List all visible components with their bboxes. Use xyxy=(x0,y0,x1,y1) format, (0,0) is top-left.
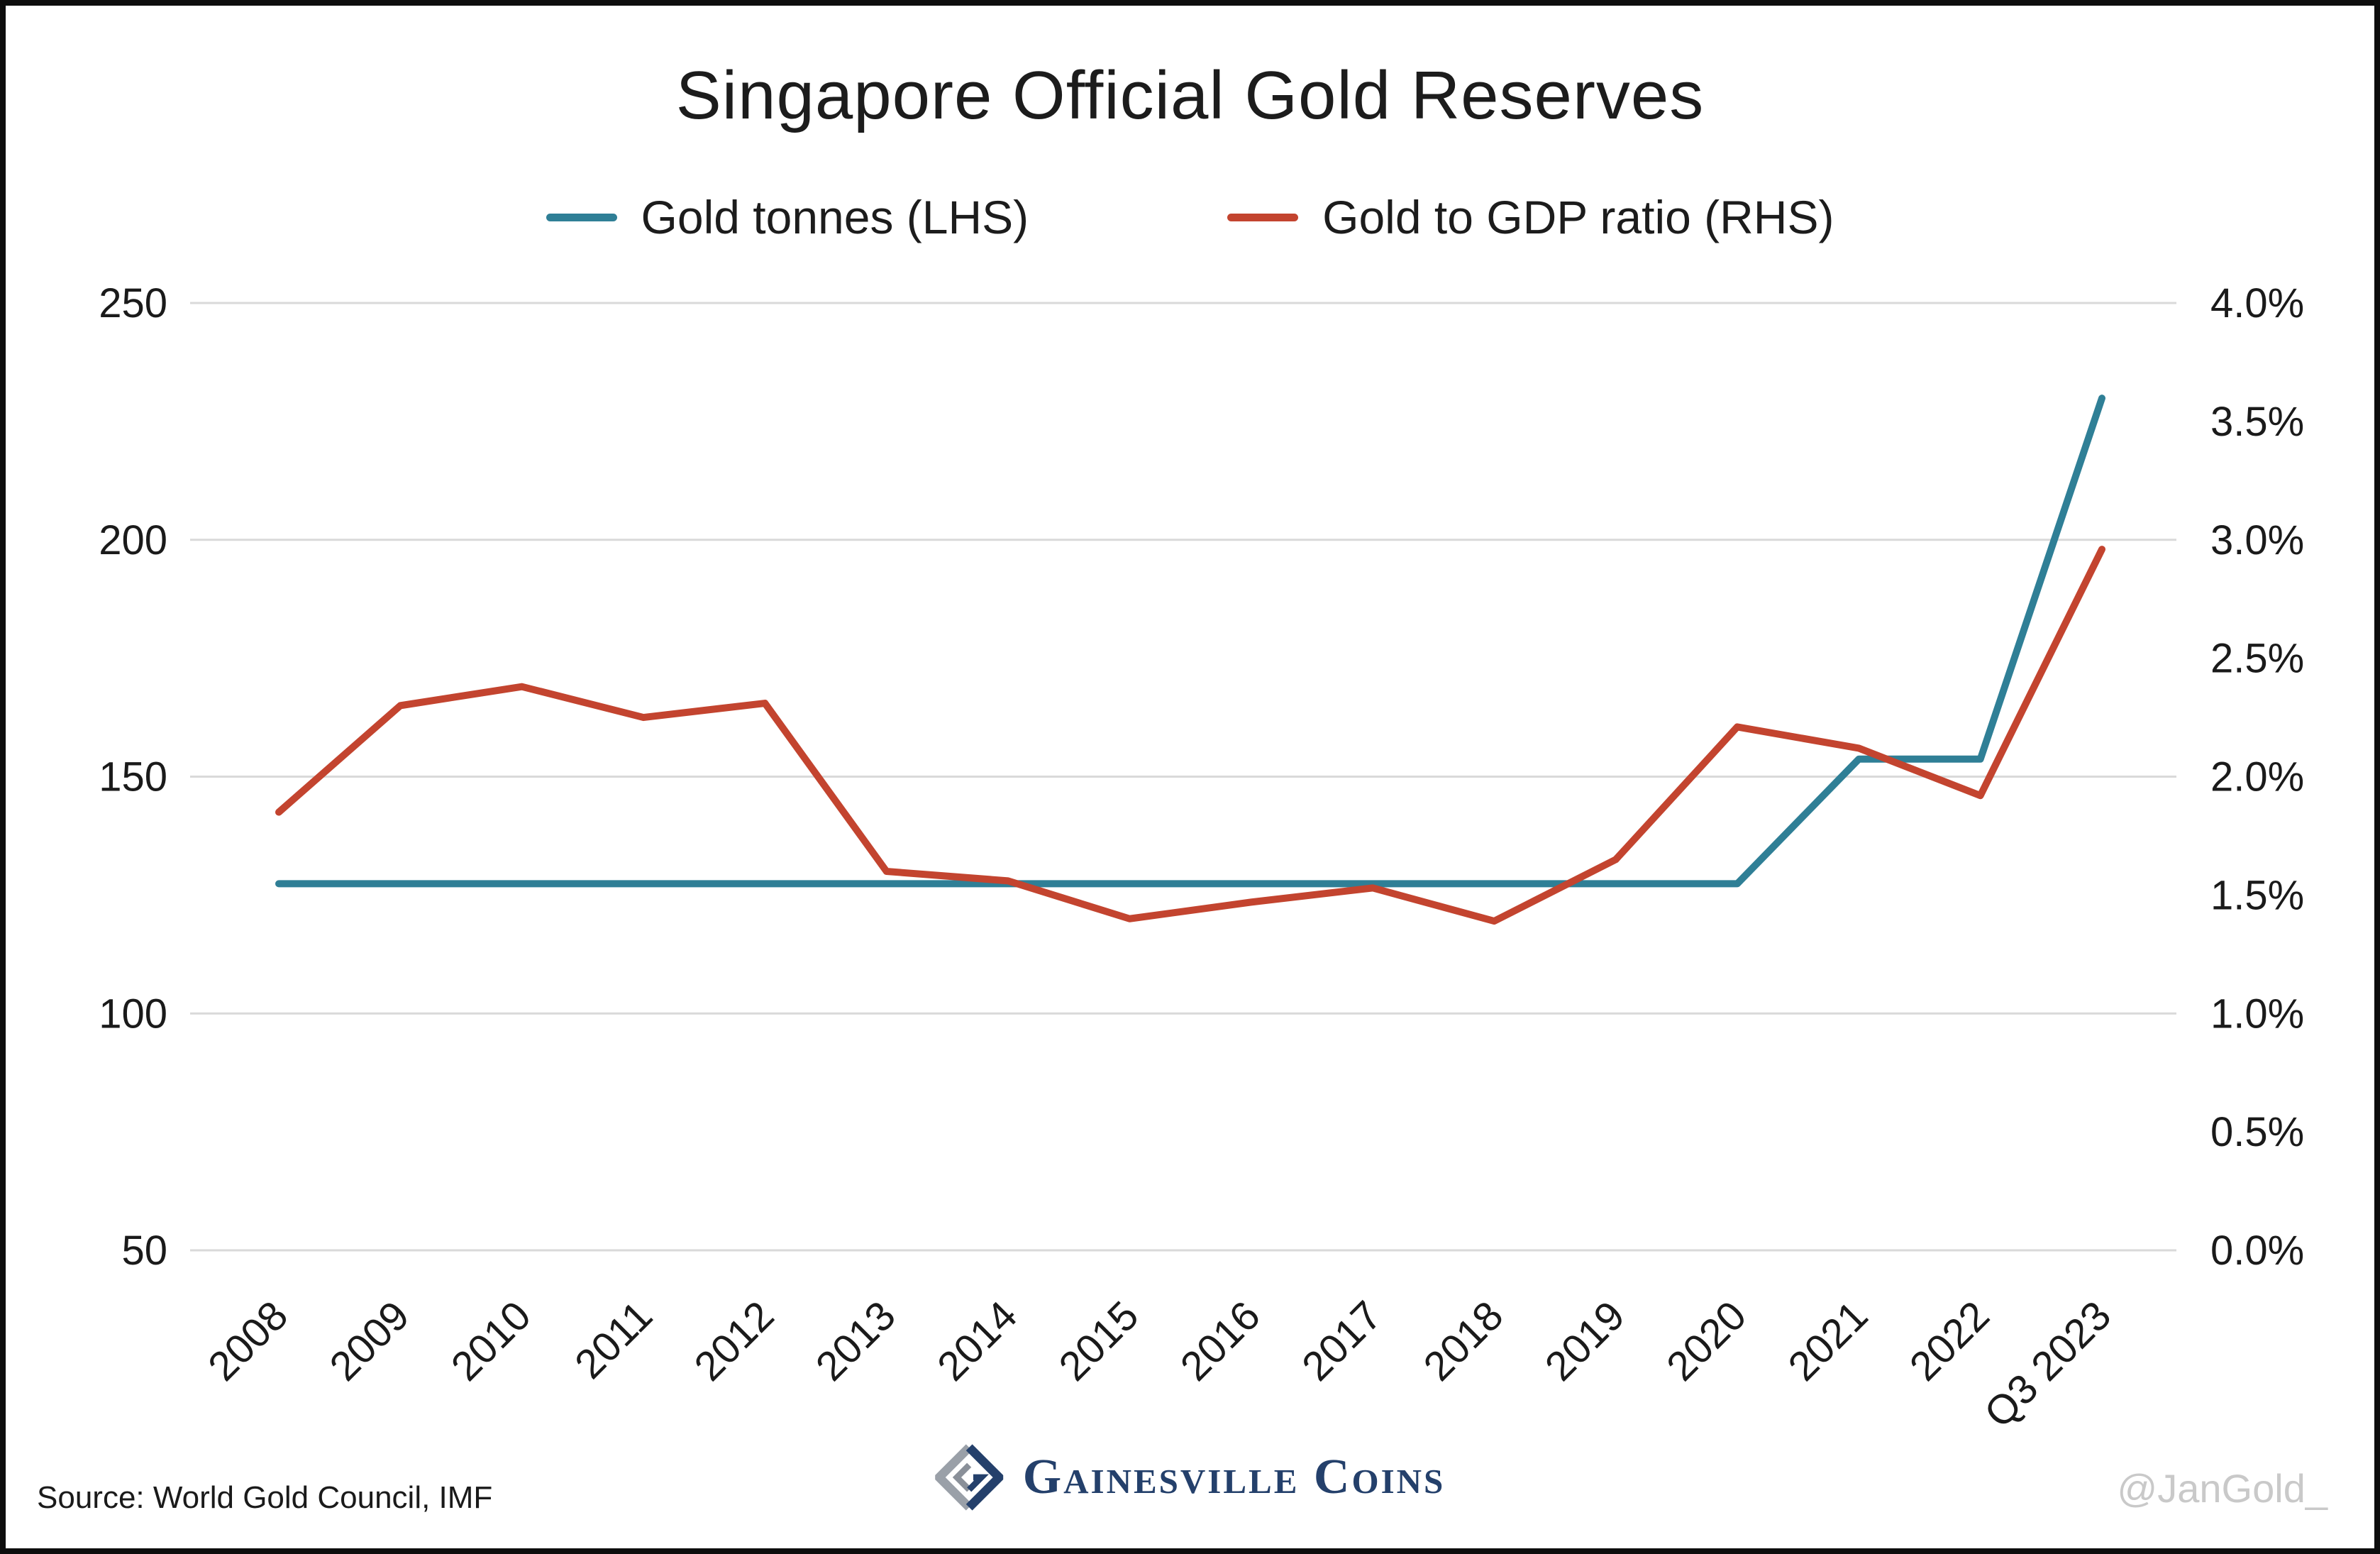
left-axis-tick-label: 100 xyxy=(99,991,167,1037)
right-axis-tick-label: 2.0% xyxy=(2210,754,2304,800)
right-axis-tick-label: 0.5% xyxy=(2210,1109,2304,1155)
x-axis-label: 2011 xyxy=(566,1292,661,1387)
x-axis-label: 2020 xyxy=(1658,1292,1755,1389)
x-axis-label: 2008 xyxy=(199,1292,297,1389)
legend-swatch-gold-tonnes xyxy=(546,213,617,221)
watermark-handle: @JanGold_ xyxy=(2117,1466,2328,1511)
right-axis-tick-label: 1.0% xyxy=(2210,991,2304,1037)
x-axis-label: 2013 xyxy=(807,1292,904,1389)
x-axis-label: 2009 xyxy=(321,1292,418,1389)
legend-item-gdp-ratio: Gold to GDP ratio (RHS) xyxy=(1227,190,1834,244)
brand: Gainesville Coins xyxy=(934,1443,1446,1511)
right-axis-tick-label: 3.5% xyxy=(2210,399,2304,445)
legend-swatch-gdp-ratio xyxy=(1227,213,1299,221)
right-axis-tick-label: 1.5% xyxy=(2210,872,2304,918)
x-axis-label: 2021 xyxy=(1779,1292,1876,1389)
x-axis-label: 2019 xyxy=(1537,1292,1634,1389)
gainesville-coins-logo-icon xyxy=(934,1444,1003,1511)
x-axis-label: 2014 xyxy=(929,1292,1026,1389)
right-axis-tick-label: 3.0% xyxy=(2210,517,2304,563)
chart-title: Singapore Official Gold Reserves xyxy=(675,57,1705,133)
right-axis-tick-label: 0.0% xyxy=(2210,1228,2304,1274)
x-axis-label: 2012 xyxy=(685,1292,782,1389)
x-axis-label: 2016 xyxy=(1172,1292,1269,1389)
legend-label-gold-tonnes: Gold tonnes (LHS) xyxy=(641,191,1029,243)
legend: Gold tonnes (LHS) Gold to GDP ratio (RHS… xyxy=(6,190,2374,244)
legend-label-gdp-ratio: Gold to GDP ratio (RHS) xyxy=(1322,191,1834,243)
left-axis-tick-label: 200 xyxy=(99,517,167,563)
x-axis-label: 2017 xyxy=(1293,1292,1390,1389)
x-axis-label: 2022 xyxy=(1901,1292,1998,1389)
gold-tonnes-line xyxy=(275,395,2105,888)
brand-name: Gainesville Coins xyxy=(1022,1450,1446,1504)
x-axis-label: 2015 xyxy=(1050,1292,1147,1389)
x-axis-label: 2010 xyxy=(443,1292,540,1389)
left-axis-tick-label: 50 xyxy=(121,1228,167,1274)
x-axis-label: 2018 xyxy=(1415,1292,1512,1389)
right-axis-tick-label: 2.5% xyxy=(2210,636,2304,682)
x-axis-label: Q3 2023 xyxy=(1976,1292,2120,1436)
gdp-ratio-line xyxy=(275,546,2105,925)
legend-item-gold-tonnes: Gold tonnes (LHS) xyxy=(546,190,1029,244)
left-axis-tick-label: 150 xyxy=(99,754,167,800)
left-axis-tick-label: 250 xyxy=(99,280,167,326)
source-note: Source: World Gold Council, IMF xyxy=(37,1480,493,1515)
right-axis-tick-label: 4.0% xyxy=(2210,280,2304,326)
